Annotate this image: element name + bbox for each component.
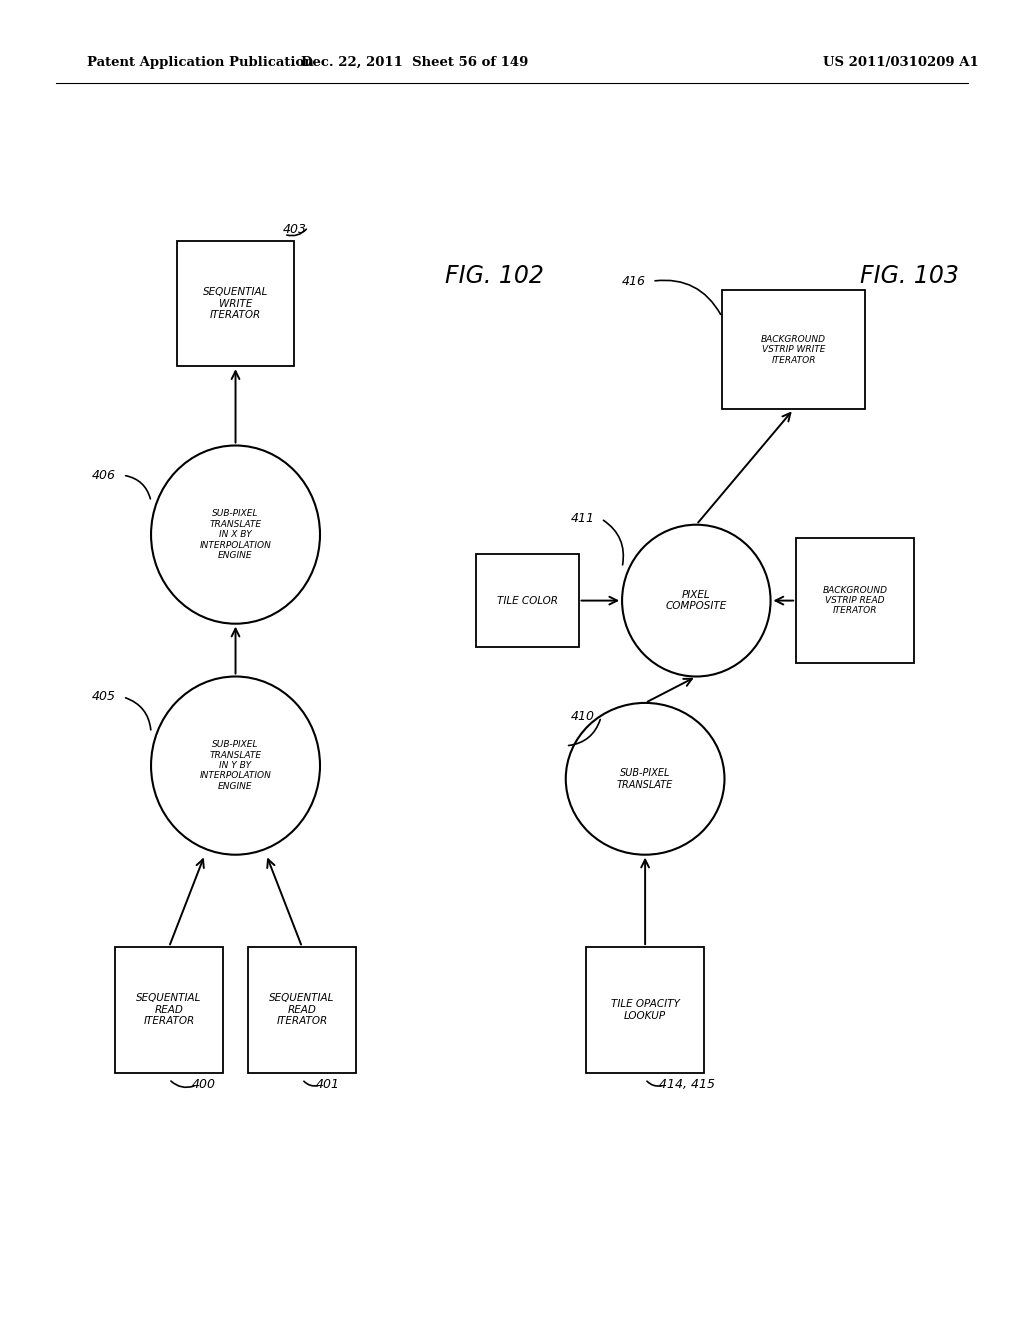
Text: 400: 400 [191, 1078, 215, 1092]
Text: FIG. 103: FIG. 103 [860, 264, 959, 288]
Text: US 2011/0310209 A1: US 2011/0310209 A1 [823, 55, 979, 69]
FancyBboxPatch shape [248, 948, 356, 1072]
Text: 403: 403 [283, 223, 306, 236]
Text: BACKGROUND
VSTRIP WRITE
ITERATOR: BACKGROUND VSTRIP WRITE ITERATOR [761, 335, 826, 364]
Text: 405: 405 [92, 690, 116, 704]
Text: SUB-PIXEL
TRANSLATE: SUB-PIXEL TRANSLATE [617, 768, 673, 789]
Ellipse shape [152, 446, 319, 624]
Text: SUB-PIXEL
TRANSLATE
IN X BY
INTERPOLATION
ENGINE: SUB-PIXEL TRANSLATE IN X BY INTERPOLATIO… [200, 510, 271, 560]
Text: TILE OPACITY
LOOKUP: TILE OPACITY LOOKUP [610, 999, 680, 1020]
Ellipse shape [565, 704, 725, 855]
Ellipse shape [152, 676, 319, 855]
FancyBboxPatch shape [586, 948, 705, 1072]
Text: 411: 411 [570, 512, 594, 525]
Text: BACKGROUND
VSTRIP READ
ITERATOR: BACKGROUND VSTRIP READ ITERATOR [822, 586, 888, 615]
Text: SEQUENTIAL
READ
ITERATOR: SEQUENTIAL READ ITERATOR [269, 993, 335, 1027]
Text: 416: 416 [622, 275, 645, 288]
Text: SEQUENTIAL
READ
ITERATOR: SEQUENTIAL READ ITERATOR [136, 993, 202, 1027]
FancyBboxPatch shape [797, 539, 913, 663]
FancyBboxPatch shape [476, 554, 579, 647]
Text: 414, 415: 414, 415 [659, 1078, 716, 1092]
Text: 406: 406 [92, 469, 116, 482]
Text: Patent Application Publication: Patent Application Publication [87, 55, 313, 69]
FancyBboxPatch shape [116, 948, 223, 1072]
Text: 410: 410 [570, 710, 594, 723]
Text: PIXEL
COMPOSITE: PIXEL COMPOSITE [666, 590, 727, 611]
Text: SEQUENTIAL
WRITE
ITERATOR: SEQUENTIAL WRITE ITERATOR [203, 286, 268, 321]
FancyBboxPatch shape [722, 290, 865, 409]
Text: SUB-PIXEL
TRANSLATE
IN Y BY
INTERPOLATION
ENGINE: SUB-PIXEL TRANSLATE IN Y BY INTERPOLATIO… [200, 741, 271, 791]
Text: FIG. 102: FIG. 102 [445, 264, 545, 288]
FancyBboxPatch shape [177, 242, 295, 366]
Text: Dec. 22, 2011  Sheet 56 of 149: Dec. 22, 2011 Sheet 56 of 149 [301, 55, 528, 69]
Ellipse shape [623, 524, 771, 676]
Text: TILE COLOR: TILE COLOR [497, 595, 558, 606]
Text: 401: 401 [315, 1078, 339, 1092]
